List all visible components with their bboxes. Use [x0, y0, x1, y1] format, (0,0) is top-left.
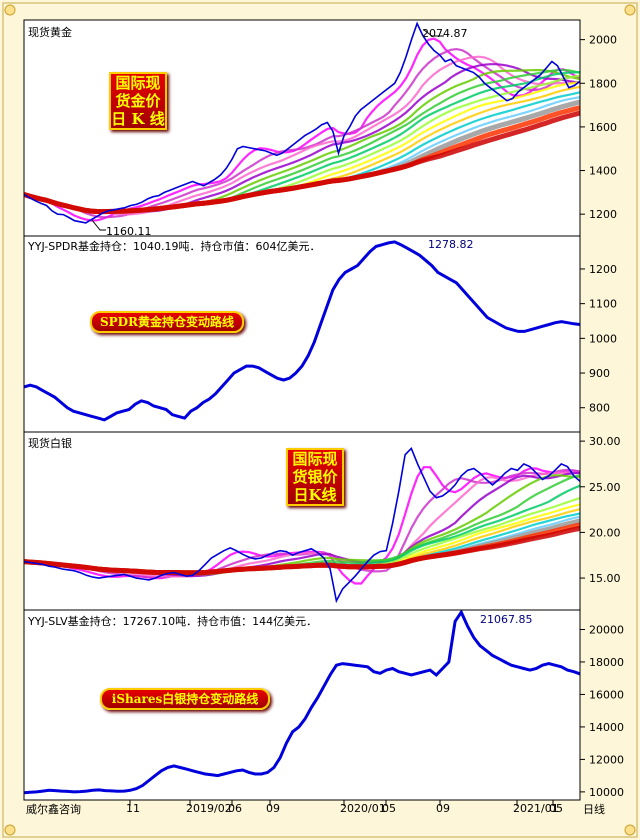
- slv-panel-title: YYJ-SLV基金持仓：17267.10吨．持仓市值：144亿美元．: [28, 615, 318, 628]
- corner-ornament-icon: [624, 824, 636, 836]
- slv-y-tick-label: 12000: [589, 753, 624, 766]
- corner-ornament-icon: [4, 824, 16, 836]
- silver-badge: 国际现 货银价 日K线: [286, 448, 344, 506]
- gold-low-label: 1160.11: [106, 225, 152, 238]
- slv-y-tick-label: 16000: [589, 688, 624, 701]
- spdr-holding-line: [24, 240, 580, 422]
- period-label: 日线: [583, 803, 605, 816]
- spdr-y-tick-label: 800: [589, 402, 610, 415]
- gold-y-tick-label: 1800: [589, 77, 617, 90]
- spdr-y-tick-label: 900: [589, 367, 610, 380]
- x-tick-label: 06: [228, 802, 242, 815]
- x-tick-label: 2020/01: [340, 802, 386, 815]
- gold-low-leader: [91, 219, 106, 231]
- corner-ornament-icon: [4, 4, 16, 16]
- gold-panel-title: 现货黄金: [28, 26, 72, 39]
- silver-price-line: [24, 446, 580, 604]
- silver-badge-line1: 国际现: [292, 450, 338, 468]
- spdr-y-tick-label: 1000: [589, 332, 617, 345]
- spdr-badge: SPDR黄金持仓变动路线: [90, 311, 244, 333]
- gold-badge: 国际现 货金价 日 K 线: [109, 72, 167, 130]
- gold-badge-line2: 货金价: [115, 92, 161, 110]
- x-tick-label: 09: [266, 802, 280, 815]
- spdr-panel-title: YYJ-SPDR基金持仓：1040.19吨．持仓市值：604亿美元．: [28, 240, 321, 253]
- spdr-y-tick-label: 1200: [589, 263, 617, 276]
- gold-y-tick-label: 1200: [589, 208, 617, 221]
- x-tick-label: 2019/02: [186, 802, 232, 815]
- x-tick-label: 05: [382, 802, 396, 815]
- silver-y-tick-label: 25.00: [589, 481, 621, 494]
- spdr-badge-text: SPDR黄金持仓变动路线: [99, 315, 235, 329]
- gold-high-label: 2074.87: [422, 27, 468, 40]
- spdr-high-label: 1278.82: [428, 238, 474, 251]
- panel-border: [23, 609, 581, 801]
- slv-y-tick-label: 10000: [589, 786, 624, 799]
- slv-holding-line: [24, 610, 580, 795]
- gold-badge-line1: 国际现: [115, 74, 161, 92]
- silver-y-tick-label: 20.00: [589, 526, 621, 539]
- spdr-y-tick-label: 1100: [589, 298, 617, 311]
- x-tick-label: 2021/01: [513, 802, 559, 815]
- x-tick-label: 11: [126, 802, 140, 815]
- silver-y-tick-label: 15.00: [589, 572, 621, 585]
- corner-label: 威尔鑫咨询: [26, 803, 81, 816]
- gold-price-line: [24, 21, 580, 224]
- x-tick-label: 09: [436, 802, 450, 815]
- gold-high-leader: [423, 29, 444, 37]
- gold-y-tick-label: 1600: [589, 121, 617, 134]
- slv-y-tick-label: 14000: [589, 721, 624, 734]
- corner-ornament-icon: [624, 4, 636, 16]
- slv-badge-text: iShares白银持仓变动路线: [111, 692, 259, 706]
- silver-panel-title: 现货白银: [28, 437, 72, 450]
- x-tick-label: 05: [549, 802, 563, 815]
- slv-y-tick-label: 18000: [589, 656, 624, 669]
- silver-badge-line3: 日K线: [293, 486, 337, 504]
- gold-badge-line3: 日 K 线: [111, 110, 165, 128]
- slv-badge: iShares白银持仓变动路线: [100, 688, 270, 710]
- moving-average-ribbon: [24, 37, 580, 222]
- slv-y-tick-label: 20000: [589, 623, 624, 636]
- silver-y-tick-label: 30.00: [589, 435, 621, 448]
- gold-y-tick-label: 1400: [589, 165, 617, 178]
- gold-y-tick-label: 2000: [589, 34, 617, 47]
- slv-high-label: 21067.85: [480, 613, 533, 626]
- moving-average-ribbon: [24, 466, 580, 585]
- silver-badge-line2: 货银价: [292, 468, 338, 486]
